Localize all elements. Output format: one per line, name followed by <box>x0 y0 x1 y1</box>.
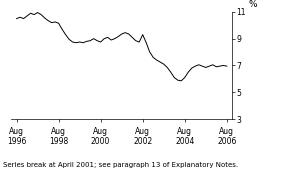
Text: %: % <box>248 0 257 9</box>
Text: Series break at April 2001; see paragraph 13 of Explanatory Notes.: Series break at April 2001; see paragrap… <box>3 162 238 168</box>
